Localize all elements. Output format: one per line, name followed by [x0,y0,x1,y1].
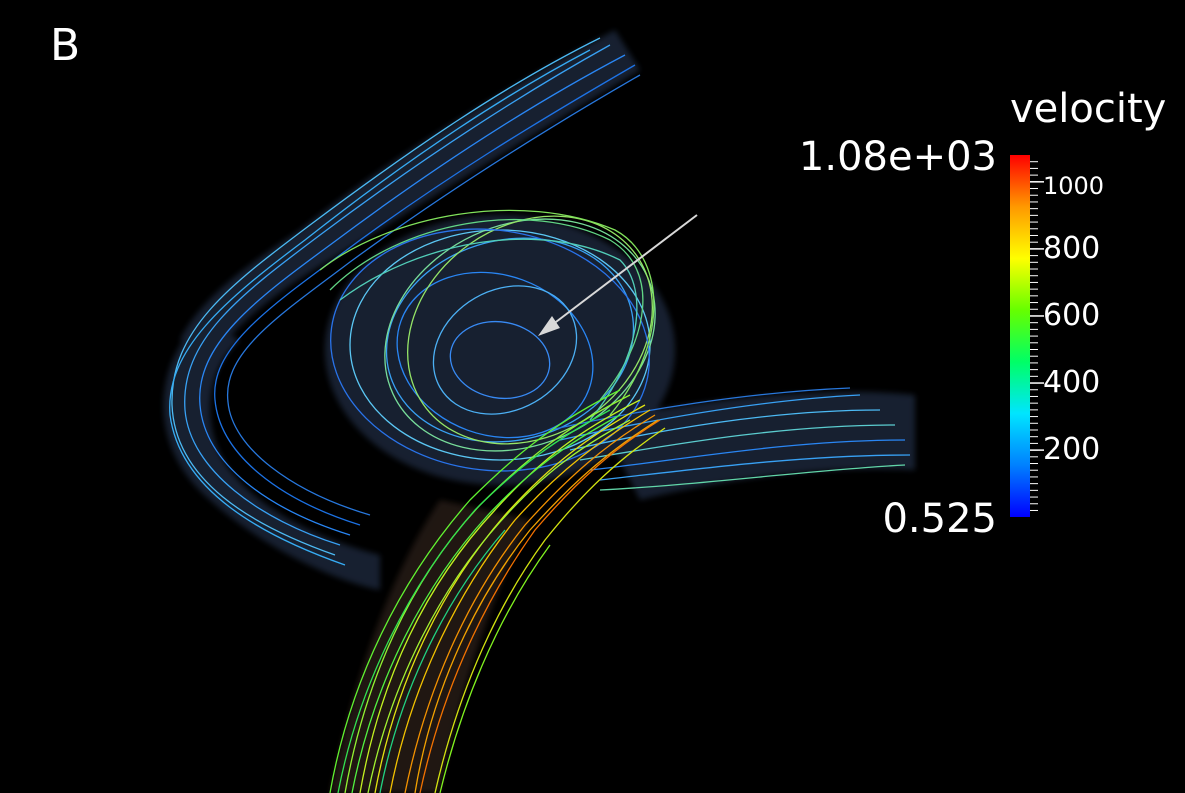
vessel-right-branch [600,391,915,500]
streamline [329,218,644,401]
streamline [385,237,635,443]
streamline [389,409,651,793]
arrow-shaft [547,214,698,329]
streamline [419,419,661,793]
legend-title: velocity [1010,86,1167,132]
streamline [214,64,636,526]
streamline [404,414,656,793]
streamline [434,427,666,793]
streamline [599,464,906,491]
colorbar-tick-label: 800 [1043,230,1101,266]
streamline [319,209,655,416]
streamline [449,320,551,400]
streamline [579,424,896,461]
streamlines [169,37,911,793]
streamline [559,394,861,441]
streamline [414,419,659,793]
streamline [184,44,611,546]
legend-max-label: 1.08e+03 [798,134,997,180]
legend-min-label: 0.525 [882,496,997,542]
colorbar-tick-label: 200 [1043,432,1101,468]
annotation-arrow [538,214,698,336]
streamline [439,544,551,793]
colorbar-gradient [1010,155,1030,517]
streamline [337,409,611,793]
streamline [569,409,881,451]
streamline [199,54,626,536]
streamline [171,37,601,556]
streamline [330,228,650,472]
streamline [379,529,506,793]
streamline [359,399,641,793]
colorbar-tick-label: 1000 [1043,171,1105,200]
panel-label: B [50,20,81,71]
streamline [339,238,638,421]
streamline [396,271,594,439]
streamline [226,74,641,516]
streamline [351,414,621,793]
colorbar-tick-label: 400 [1043,365,1101,401]
streamline [169,49,591,566]
streamline [329,389,621,793]
streamline [549,387,851,431]
vessel-parent-artery [330,500,530,793]
colorbar [1010,155,1044,517]
streamline [367,419,631,793]
streamline [589,439,906,471]
vessel-loop [163,320,380,590]
arrow-head [538,316,560,336]
colorbar-ticks [1030,161,1044,511]
streamline [599,454,911,481]
colorbar-tick-label: 600 [1043,297,1101,333]
